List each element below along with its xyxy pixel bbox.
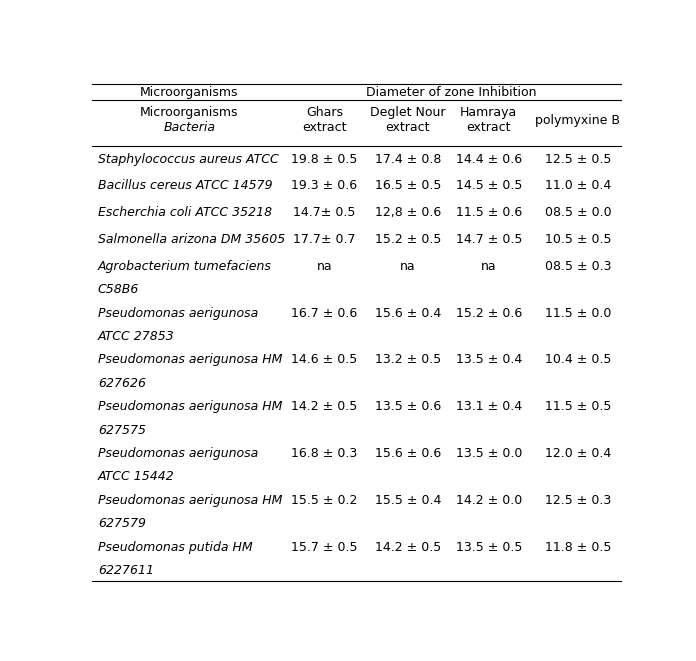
Text: Staphylococcus aureus ATCC: Staphylococcus aureus ATCC	[97, 153, 278, 166]
Text: 16.8 ± 0.3: 16.8 ± 0.3	[291, 447, 358, 460]
Text: 11.5 ± 0.6: 11.5 ± 0.6	[456, 206, 522, 219]
Text: 10.4 ± 0.5: 10.4 ± 0.5	[545, 354, 611, 366]
Text: 12.5 ± 0.3: 12.5 ± 0.3	[545, 494, 611, 507]
Text: Salmonella arizona DM 35605: Salmonella arizona DM 35605	[97, 233, 285, 246]
Text: Microorganisms: Microorganisms	[140, 106, 239, 120]
Text: 14.2 ± 0.0: 14.2 ± 0.0	[456, 494, 522, 507]
Text: 14.2 ± 0.5: 14.2 ± 0.5	[291, 400, 358, 413]
Text: Diameter of zone Inhibition: Diameter of zone Inhibition	[366, 87, 537, 100]
Text: 627579: 627579	[97, 518, 145, 530]
Text: 16.5 ± 0.5: 16.5 ± 0.5	[374, 179, 441, 192]
Text: 14.5 ± 0.5: 14.5 ± 0.5	[456, 179, 522, 192]
Text: 14.4 ± 0.6: 14.4 ± 0.6	[456, 153, 522, 166]
Text: C58B6: C58B6	[97, 283, 139, 296]
Text: Hamraya: Hamraya	[460, 106, 518, 120]
Text: Bacteria: Bacteria	[164, 121, 216, 134]
Text: na: na	[481, 260, 497, 273]
Text: Pseudomonas aerigunosa: Pseudomonas aerigunosa	[97, 447, 258, 460]
Text: 19.3 ± 0.6: 19.3 ± 0.6	[291, 179, 358, 192]
Text: 11.5 ± 0.0: 11.5 ± 0.0	[545, 307, 611, 319]
Text: extract: extract	[386, 121, 430, 134]
Text: na: na	[400, 260, 416, 273]
Text: 08.5 ± 0.3: 08.5 ± 0.3	[544, 260, 611, 273]
Text: 12,8 ± 0.6: 12,8 ± 0.6	[375, 206, 441, 219]
Text: 627626: 627626	[97, 377, 145, 390]
Text: Escherchia coli ATCC 35218: Escherchia coli ATCC 35218	[97, 206, 272, 219]
Text: Pseudomonas aerigunosa HM: Pseudomonas aerigunosa HM	[97, 494, 282, 507]
Text: 15.2 ± 0.6: 15.2 ± 0.6	[456, 307, 522, 319]
Text: 12.0 ± 0.4: 12.0 ± 0.4	[545, 447, 611, 460]
Text: Agrobacterium tumefaciens: Agrobacterium tumefaciens	[97, 260, 271, 273]
Text: 13.5 ± 0.6: 13.5 ± 0.6	[375, 400, 441, 413]
Text: 17.7± 0.7: 17.7± 0.7	[293, 233, 356, 246]
Text: extract: extract	[466, 121, 511, 134]
Text: Pseudomonas aerigunosa HM: Pseudomonas aerigunosa HM	[97, 354, 282, 366]
Text: 17.4 ± 0.8: 17.4 ± 0.8	[374, 153, 441, 166]
Text: 11.5 ± 0.5: 11.5 ± 0.5	[545, 400, 611, 413]
Text: Pseudomonas aerigunosa HM: Pseudomonas aerigunosa HM	[97, 400, 282, 413]
Text: 13.5 ± 0.5: 13.5 ± 0.5	[456, 541, 522, 554]
Text: polymyxine B: polymyxine B	[535, 114, 620, 127]
Text: ATCC 15442: ATCC 15442	[97, 471, 175, 483]
Text: 13.5 ± 0.0: 13.5 ± 0.0	[456, 447, 522, 460]
Text: 13.1 ± 0.4: 13.1 ± 0.4	[456, 400, 522, 413]
Text: Deglet Nour: Deglet Nour	[370, 106, 445, 120]
Text: Ghars: Ghars	[306, 106, 343, 120]
Text: 13.2 ± 0.5: 13.2 ± 0.5	[375, 354, 441, 366]
Text: 13.5 ± 0.4: 13.5 ± 0.4	[456, 354, 522, 366]
Text: 16.7 ± 0.6: 16.7 ± 0.6	[291, 307, 358, 319]
Text: ATCC 27853: ATCC 27853	[97, 330, 175, 343]
Text: 15.5 ± 0.4: 15.5 ± 0.4	[374, 494, 441, 507]
Text: 627575: 627575	[97, 424, 145, 437]
Text: 15.2 ± 0.5: 15.2 ± 0.5	[374, 233, 441, 246]
Text: 11.0 ± 0.4: 11.0 ± 0.4	[545, 179, 611, 192]
Text: 19.8 ± 0.5: 19.8 ± 0.5	[291, 153, 358, 166]
Text: na: na	[317, 260, 332, 273]
Text: 14.2 ± 0.5: 14.2 ± 0.5	[375, 541, 441, 554]
Text: 10.5 ± 0.5: 10.5 ± 0.5	[544, 233, 611, 246]
Text: 15.7 ± 0.5: 15.7 ± 0.5	[291, 541, 358, 554]
Text: Microorganisms: Microorganisms	[140, 87, 239, 100]
Text: 6227611: 6227611	[97, 564, 154, 577]
Text: 14.6 ± 0.5: 14.6 ± 0.5	[291, 354, 358, 366]
Text: 14.7 ± 0.5: 14.7 ± 0.5	[456, 233, 522, 246]
Text: 15.6 ± 0.4: 15.6 ± 0.4	[375, 307, 441, 319]
Text: 15.6 ± 0.6: 15.6 ± 0.6	[375, 447, 441, 460]
Text: 12.5 ± 0.5: 12.5 ± 0.5	[545, 153, 611, 166]
Text: extract: extract	[302, 121, 347, 134]
Text: 11.8 ± 0.5: 11.8 ± 0.5	[545, 541, 611, 554]
Text: Pseudomonas putida HM: Pseudomonas putida HM	[97, 541, 253, 554]
Text: 15.5 ± 0.2: 15.5 ± 0.2	[291, 494, 358, 507]
Text: Bacillus cereus ATCC 14579: Bacillus cereus ATCC 14579	[97, 179, 272, 192]
Text: Pseudomonas aerigunosa: Pseudomonas aerigunosa	[97, 307, 258, 319]
Text: 08.5 ± 0.0: 08.5 ± 0.0	[544, 206, 611, 219]
Text: 14.7± 0.5: 14.7± 0.5	[293, 206, 356, 219]
